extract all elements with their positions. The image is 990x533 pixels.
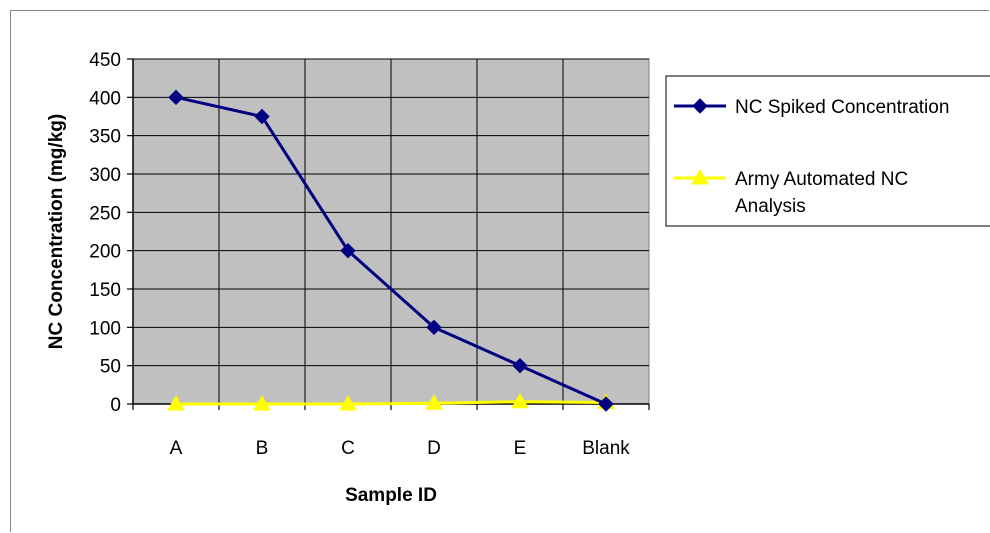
x-tick-label: D [427, 438, 441, 459]
y-tick-label: 200 [89, 242, 121, 263]
legend-box [665, 75, 990, 227]
y-tick-label: 150 [89, 280, 121, 301]
y-tick-label: 400 [89, 88, 121, 109]
data-point [254, 108, 270, 125]
legend-marker [692, 98, 708, 114]
y-tick-label: 250 [89, 203, 121, 224]
legend-marker [691, 168, 709, 185]
y-tick-label: 300 [89, 165, 121, 186]
chart-frame [10, 10, 989, 532]
legend: NC Spiked Concentration Army Automated NC… [665, 75, 990, 227]
x-tick-label: A [170, 438, 183, 459]
data-point [168, 89, 184, 106]
data-point [512, 357, 528, 374]
data-point [598, 396, 614, 412]
x-tick-label: B [256, 438, 269, 459]
x-axis-title: Sample ID [345, 485, 437, 506]
x-tick-label: Blank [582, 438, 630, 459]
series-line [176, 400, 607, 406]
data-point [426, 319, 442, 336]
legend-label: Army Automated NC Analysis [735, 169, 908, 217]
data-point [339, 394, 357, 411]
grid-lines [133, 58, 649, 404]
series-group [167, 89, 615, 412]
data-point [340, 242, 356, 259]
y-tick-label: 350 [89, 127, 121, 148]
y-tick-labels: 0 50 100 150 200 250 300 350 400 450 [89, 50, 121, 416]
data-point [253, 394, 271, 411]
y-axis-title: NC Concentration (mg/kg) [46, 114, 67, 349]
series-spiked [168, 89, 614, 412]
x-tick-labels: A B C D E Blank [170, 438, 631, 459]
legend-label-line: Army Automated NC [735, 169, 908, 190]
x-tick-label: C [341, 438, 355, 459]
y-tick-label: 100 [89, 318, 121, 339]
x-tick-label: E [514, 438, 527, 459]
legend-label: NC Spiked Concentration [735, 97, 949, 118]
legend-label-line: Analysis [735, 196, 806, 217]
y-tick-label: 50 [100, 357, 121, 378]
series-line [175, 95, 607, 406]
y-tick-label: 0 [110, 395, 121, 416]
data-point [167, 394, 185, 411]
data-point [511, 392, 529, 409]
y-tick-label: 450 [89, 50, 121, 71]
data-point [425, 394, 443, 410]
